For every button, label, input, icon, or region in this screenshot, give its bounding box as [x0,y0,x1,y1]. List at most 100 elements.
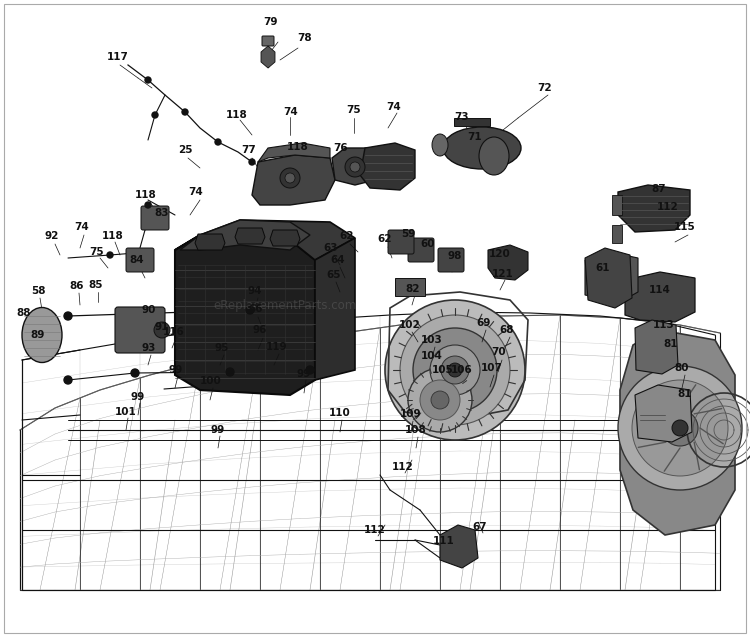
Circle shape [408,368,472,432]
Text: 78: 78 [298,33,312,43]
Text: 108: 108 [405,425,427,435]
Circle shape [152,112,158,118]
Text: 82: 82 [406,284,420,294]
Circle shape [64,312,72,320]
Polygon shape [270,230,300,246]
Ellipse shape [443,127,521,169]
Text: 92: 92 [45,231,59,241]
Text: 85: 85 [88,280,104,290]
Circle shape [306,366,314,374]
Polygon shape [360,143,415,190]
Polygon shape [195,234,225,250]
Text: 69: 69 [477,318,491,328]
Text: 88: 88 [16,308,32,318]
Circle shape [400,315,510,425]
FancyBboxPatch shape [388,230,414,254]
Text: 70: 70 [492,347,506,357]
Text: 87: 87 [652,184,666,194]
Polygon shape [175,220,355,260]
Text: 75: 75 [90,247,104,257]
Text: 84: 84 [130,255,144,265]
Text: 117: 117 [107,52,129,62]
Text: 95: 95 [214,343,230,353]
Text: 61: 61 [596,263,610,273]
Circle shape [154,322,170,338]
Circle shape [632,380,728,476]
Text: 107: 107 [481,363,503,373]
Circle shape [182,109,188,115]
Text: 119: 119 [266,342,288,352]
Polygon shape [618,185,690,232]
Text: 120: 120 [489,249,511,259]
Circle shape [107,252,113,258]
Text: 106: 106 [452,365,473,375]
Circle shape [64,376,72,384]
Text: 100: 100 [200,376,222,386]
Text: 118: 118 [135,190,157,200]
Text: 99: 99 [169,365,183,375]
Text: 68: 68 [500,325,514,335]
Circle shape [413,328,497,412]
Text: 25: 25 [178,145,192,155]
Ellipse shape [479,137,509,175]
Circle shape [448,363,462,377]
Circle shape [249,159,255,165]
Circle shape [350,162,360,172]
Text: 80: 80 [675,363,689,373]
Text: 90: 90 [142,305,156,315]
Text: 62: 62 [378,234,392,244]
Polygon shape [585,248,632,308]
Polygon shape [252,155,335,205]
Text: 98: 98 [448,251,462,261]
FancyBboxPatch shape [438,248,464,272]
Text: 101: 101 [116,407,137,417]
FancyBboxPatch shape [262,36,274,46]
Text: 115: 115 [674,222,696,232]
Polygon shape [180,220,310,250]
Text: 71: 71 [468,132,482,142]
Text: 113: 113 [653,320,675,330]
Polygon shape [235,228,265,244]
Text: 60: 60 [421,239,435,249]
Text: 112: 112 [364,525,386,535]
Circle shape [618,366,742,490]
Circle shape [145,202,151,208]
Circle shape [345,157,365,177]
Text: 89: 89 [31,330,45,340]
Circle shape [662,410,698,446]
Text: 91: 91 [154,322,170,332]
Text: 74: 74 [284,107,298,117]
Text: 99: 99 [297,369,311,379]
Polygon shape [440,525,478,568]
Text: 77: 77 [242,145,256,155]
FancyBboxPatch shape [408,238,434,262]
Text: 65: 65 [327,270,341,280]
Text: 105: 105 [432,365,454,375]
Circle shape [131,369,139,377]
Text: 114: 114 [649,285,671,295]
Polygon shape [620,330,735,535]
Text: eReplacementParts.com: eReplacementParts.com [214,299,357,311]
Circle shape [441,356,469,384]
Text: 118: 118 [102,231,124,241]
Polygon shape [635,320,678,374]
Polygon shape [635,385,692,442]
FancyBboxPatch shape [141,206,169,230]
Text: 111: 111 [433,536,454,546]
Text: 94: 94 [248,286,262,296]
Circle shape [672,420,688,436]
Text: 74: 74 [75,222,89,232]
Ellipse shape [432,134,448,156]
Ellipse shape [22,308,62,362]
Circle shape [431,391,449,409]
Text: 76: 76 [334,143,348,153]
Text: 83: 83 [154,208,170,218]
Circle shape [246,306,254,314]
Bar [612,195,622,215]
Polygon shape [454,118,490,126]
Text: 121: 121 [492,269,514,279]
Polygon shape [258,143,330,162]
Circle shape [285,173,295,183]
Text: 63: 63 [324,243,338,253]
Circle shape [280,168,300,188]
